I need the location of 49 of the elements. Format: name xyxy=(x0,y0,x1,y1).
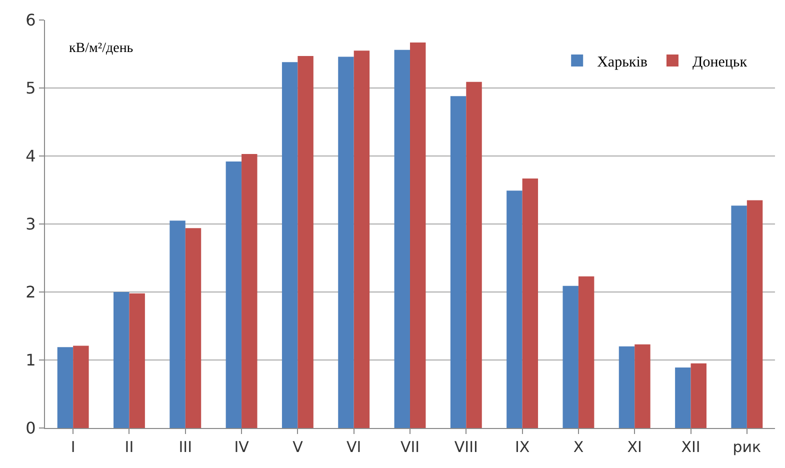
y-tick-label: 6 xyxy=(26,10,36,30)
y-tick-label: 1 xyxy=(26,350,36,370)
bar xyxy=(410,42,426,428)
y-tick-label: 0 xyxy=(26,418,36,438)
x-tick-label: X xyxy=(573,438,584,456)
y-axis-title: кВ/м²/день xyxy=(69,41,134,56)
bar xyxy=(170,220,186,428)
bar xyxy=(226,161,242,428)
bar xyxy=(73,346,89,428)
bar xyxy=(114,292,130,428)
bar xyxy=(185,228,202,428)
bar xyxy=(578,276,594,428)
bar xyxy=(731,206,747,428)
bar xyxy=(338,56,354,428)
x-tick-label: II xyxy=(124,438,134,456)
x-tick-label: рик xyxy=(732,438,762,456)
y-tick-label: 5 xyxy=(26,78,36,98)
bar xyxy=(506,190,522,428)
bar xyxy=(129,293,145,428)
bar xyxy=(242,154,258,428)
bar xyxy=(298,56,314,428)
x-tick-label: VI xyxy=(346,438,362,456)
x-tick-label: III xyxy=(178,438,192,456)
x-tick-label: V xyxy=(292,438,304,456)
bar xyxy=(634,344,650,428)
bar xyxy=(354,50,370,428)
bar xyxy=(675,367,691,428)
bar xyxy=(282,62,298,428)
y-tick-label: 3 xyxy=(26,214,36,234)
x-tick-label: VII xyxy=(400,438,420,456)
x-tick-label: IX xyxy=(514,438,530,456)
bar xyxy=(618,346,635,428)
bar xyxy=(394,50,410,428)
bar xyxy=(746,200,763,428)
bar xyxy=(450,96,466,428)
y-tick-label: 2 xyxy=(26,282,36,302)
legend-label: Харьків xyxy=(597,54,648,70)
y-tick-label: 4 xyxy=(26,146,36,166)
bar xyxy=(690,363,706,428)
bar xyxy=(466,82,482,428)
x-tick-label: VIII xyxy=(454,438,478,456)
bar xyxy=(57,347,74,428)
bar xyxy=(562,286,578,428)
x-tick-label: XII xyxy=(681,438,700,456)
x-tick-label: IV xyxy=(234,438,250,456)
legend-label: Донецьк xyxy=(692,54,748,70)
x-tick-label: I xyxy=(70,438,76,456)
x-tick-label: XI xyxy=(627,438,642,456)
bar xyxy=(522,178,538,428)
